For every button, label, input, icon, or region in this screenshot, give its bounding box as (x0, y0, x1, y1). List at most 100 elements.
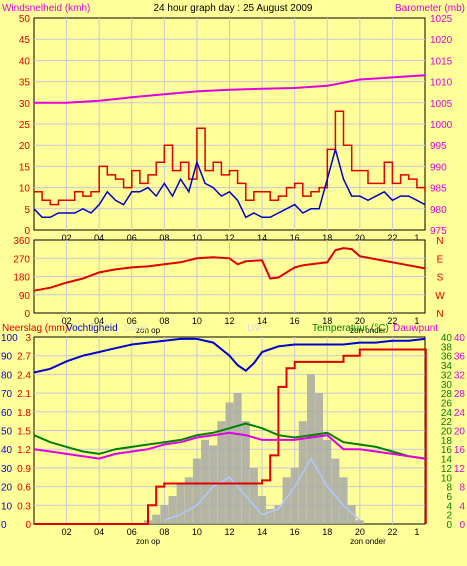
uv-series-line (164, 457, 361, 522)
compass-label: E (437, 254, 444, 265)
humidity-y-tick-label: 100 (1, 333, 18, 344)
rain-y-tick-label: 3 (25, 333, 31, 344)
wind-y-tick-label: 0 (24, 226, 30, 237)
wind-speed-series-line (33, 146, 426, 219)
temperature-y-tick-label: 14 (441, 455, 453, 466)
humidity-axis-label: Vochtigheid (66, 323, 118, 334)
x-tick-label: 08 (159, 527, 169, 537)
x-tick-label: 02 (62, 233, 72, 243)
x-tick-label: 06 (127, 316, 137, 326)
temperature-y-tick-label: 20 (441, 427, 453, 438)
dewpoint-y-tick-label: 0 (459, 520, 465, 531)
x-tick-label: 10 (192, 233, 202, 243)
solar-bar (249, 467, 258, 524)
x-tick-label: 20 (355, 316, 365, 326)
direction-panel-grid (34, 240, 425, 313)
barometer-y-tick-label: 1000 (430, 120, 453, 131)
dewpoint-y-tick-label: 12 (454, 464, 466, 475)
sunset-marker-label: zon onder (350, 326, 386, 335)
rain-y-tick-label: 0 (25, 520, 31, 531)
temperature-y-tick-label: 40 (441, 333, 453, 344)
solar-bar (347, 505, 356, 524)
x-tick-label: 18 (322, 233, 332, 243)
dewpoint-y-tick-label: 36 (454, 352, 466, 363)
dewpoint-y-tick-label: 28 (454, 389, 466, 400)
direction-y-tick-label: 90 (19, 291, 31, 302)
humidity-y-tick-label: 60 (1, 408, 13, 419)
x-tick-label: 1 (414, 527, 419, 537)
x-tick-label: 02 (62, 527, 72, 537)
solar-axis-label: Solar (124, 323, 148, 334)
x-tick-label: 16 (290, 233, 300, 243)
temperature-y-tick-label: 34 (441, 361, 453, 372)
rain-y-tick-label: 2.4 (17, 370, 31, 381)
solar-bar (315, 393, 324, 524)
wind-y-tick-label: 30 (19, 99, 31, 110)
solar-bar (331, 458, 340, 524)
dewpoint-y-tick-label: 8 (459, 483, 465, 494)
wind-y-tick-label: 10 (19, 184, 31, 195)
x-tick-label: 1 (414, 316, 419, 326)
x-tick-label: 14 (257, 316, 267, 326)
direction-y-tick-label: 180 (13, 273, 30, 284)
gust-series-line (34, 110, 426, 206)
dewpoint-y-tick-label: 20 (454, 427, 466, 438)
barometer-y-tick-label: 995 (430, 141, 447, 152)
barometer-y-tick-label: 1015 (430, 56, 453, 67)
solar-bar (176, 482, 185, 524)
x-tick-label: 04 (94, 316, 104, 326)
x-tick-label: 08 (159, 233, 169, 243)
x-tick-label: 22 (387, 527, 397, 537)
barometer-y-tick-label: 990 (430, 162, 447, 173)
wind-y-tick-label: 45 (19, 35, 31, 46)
humidity-y-tick-label: 30 (1, 464, 13, 475)
temperature-y-tick-label: 4 (446, 501, 452, 512)
solar-bar (339, 477, 348, 524)
humidity-y-tick-label: 80 (1, 370, 13, 381)
solar-bar (274, 505, 283, 524)
solar-bar (209, 445, 218, 524)
temperature-y-tick-label: 10 (441, 473, 453, 484)
solar-bar (217, 421, 226, 524)
temperature-y-tick-label: 0 (446, 520, 452, 531)
dewpoint-axis-label: Dauwpunt (393, 323, 438, 334)
temperature-y-tick-label: 38 (441, 342, 453, 353)
temperature-y-tick-label: 16 (441, 445, 453, 456)
x-tick-label: 04 (94, 233, 104, 243)
direction-y-tick-label: 0 (24, 309, 30, 320)
direction-panel-marks (33, 247, 426, 292)
wind-y-tick-label: 40 (19, 56, 31, 67)
barometer-axis-label: Barometer (mb) (395, 3, 465, 14)
solar-bar (282, 477, 291, 524)
barometer-y-tick-label: 1005 (430, 99, 453, 110)
rain-series-line (34, 348, 427, 525)
x-tick-label: 12 (224, 527, 234, 537)
humidity-y-tick-label: 70 (1, 389, 13, 400)
wind-panel-grid (34, 18, 425, 230)
solar-bar (152, 514, 161, 524)
barometer-y-tick-label: 980 (430, 205, 447, 216)
compass-label: N (436, 236, 443, 247)
barometer-y-tick-label: 1025 (430, 14, 453, 25)
solar-bar (323, 439, 332, 524)
compass-label: N (436, 309, 443, 320)
sunset-marker-label: zon onder (350, 537, 386, 546)
x-tick-label: 10 (192, 316, 202, 326)
humidity-y-tick-label: 40 (1, 445, 13, 456)
dewpoint-y-tick-label: 16 (454, 445, 466, 456)
uv-axis-label: UV (247, 323, 261, 334)
barometer-y-tick-label: 975 (430, 226, 447, 237)
x-tick-label: 14 (257, 233, 267, 243)
rain-y-tick-label: 2.7 (17, 352, 31, 363)
x-tick-label: 18 (322, 527, 332, 537)
direction-y-tick-label: 270 (13, 254, 30, 265)
dewpoint-y-tick-label: 24 (454, 408, 466, 419)
solar-bar (306, 374, 315, 524)
solar-bar (184, 477, 193, 524)
wind-y-tick-label: 5 (24, 205, 30, 216)
wind-y-tick-label: 35 (19, 78, 31, 89)
x-tick-label: 20 (355, 233, 365, 243)
